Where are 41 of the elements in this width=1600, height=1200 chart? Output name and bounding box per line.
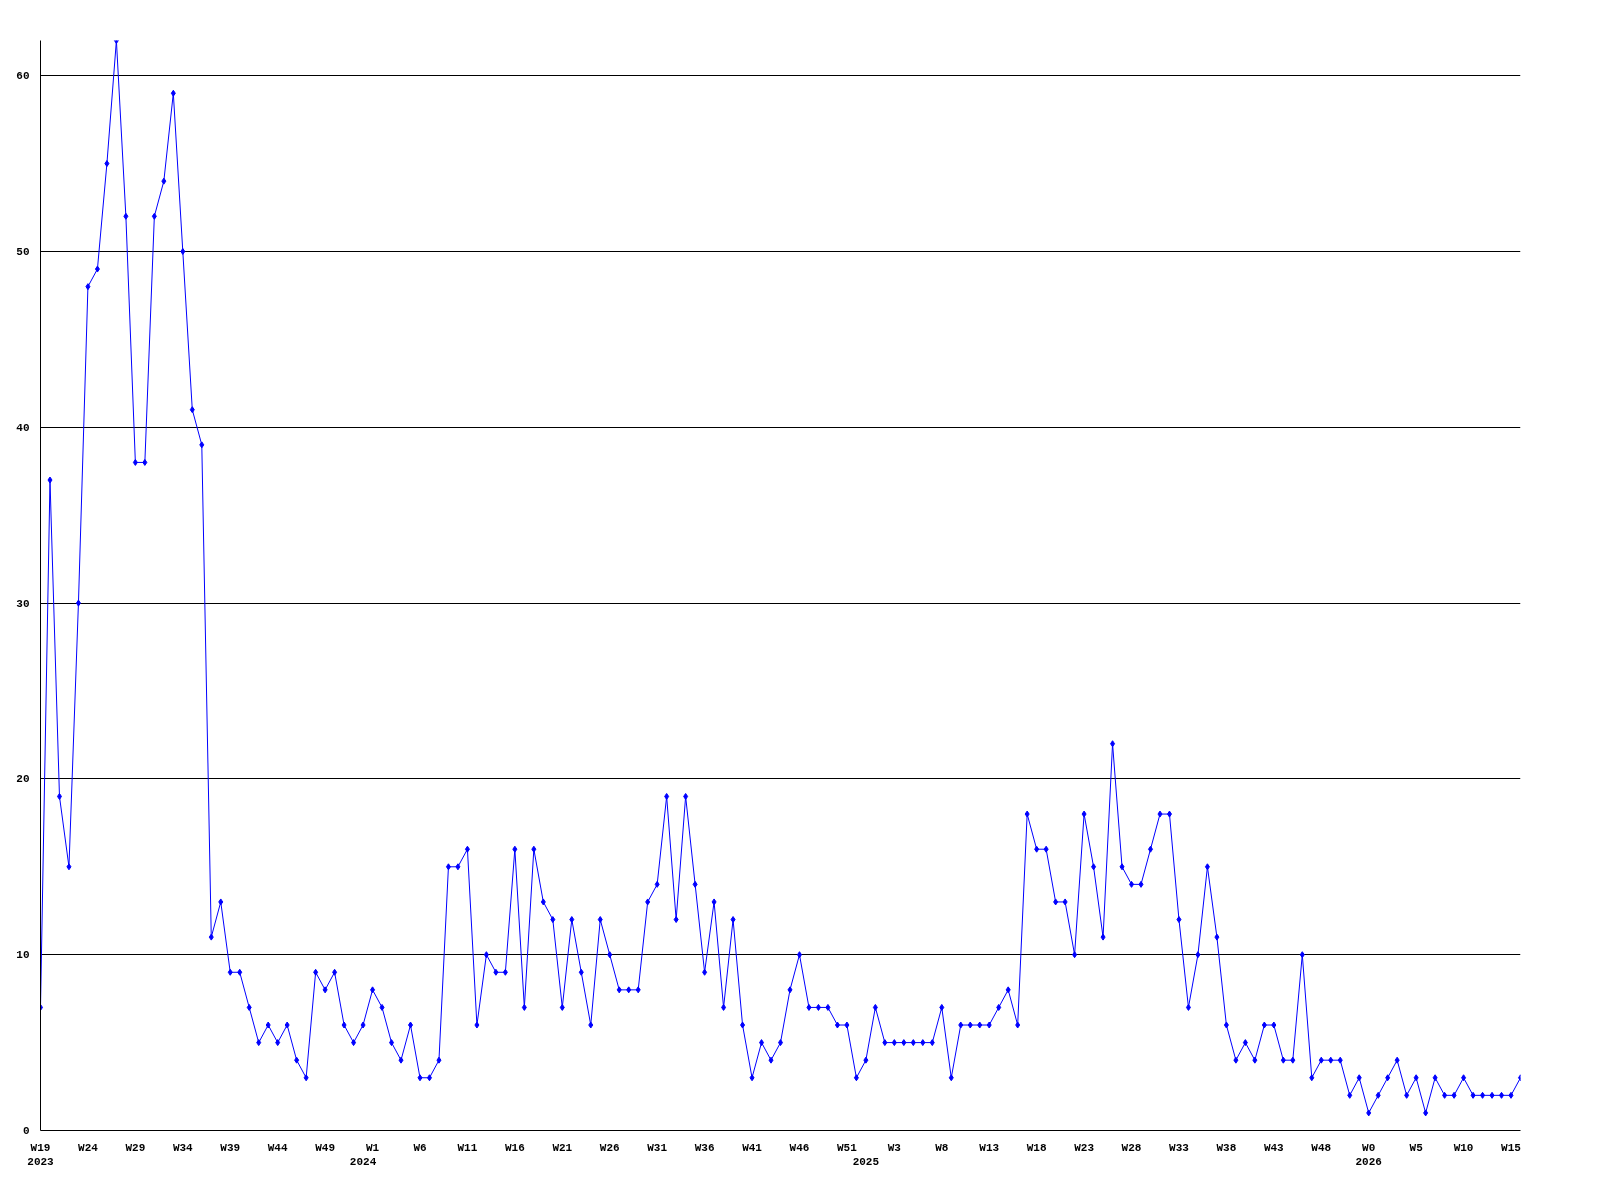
x-tick-label: W41 [742,1141,763,1154]
x-tick-label: W49 [315,1141,336,1154]
x-tick-label: W34 [172,1141,194,1154]
x-tick-label: W46 [789,1141,810,1154]
y-tick-label: 10 [16,949,30,962]
x-tick-label: W15 [1501,1141,1522,1154]
x-tick-label: W10 [1453,1141,1474,1154]
y-tick-label: 0 [22,1125,30,1137]
x-tick-label: W44 [267,1141,288,1154]
x-tick-label: W24 [78,1141,99,1154]
x-tick-label: W5 [1409,1141,1424,1154]
y-tick-label: 40 [16,421,30,434]
x-tick-label: W3 [887,1141,902,1154]
x-tick-label: W19 2023 [27,1141,55,1168]
x-tick-label: W16 [504,1141,525,1154]
y-tick-label: 60 [16,70,30,83]
x-tick-label: W29 [125,1141,146,1154]
x-tick-label: W39 [220,1141,241,1154]
x-tick-label: W21 [552,1141,573,1154]
x-tick-label: W36 [694,1141,715,1154]
x-tick-label: W8 [935,1141,949,1154]
x-tick-label: W51 [837,1141,858,1154]
y-tick-label: 50 [16,245,30,258]
x-tick-label: W43 [1263,1141,1285,1154]
x-tick-label: W13 [979,1141,1000,1154]
x-tick-label: W31 [647,1141,668,1154]
x-tick-label: W23 [1074,1141,1095,1154]
x-tick-label: 2024 [349,1155,377,1168]
x-tick-label: W28 [1121,1141,1142,1154]
x-tick-label: W48 [1311,1141,1332,1154]
y-tick-label: 20 [16,773,30,786]
x-tick-label: W33 [1169,1141,1190,1154]
y-tick-label: 30 [16,597,30,610]
x-tick-label: W38 [1216,1141,1237,1154]
x-tick-label: 2025 [852,1155,880,1168]
x-tick-label: W1 [365,1141,380,1154]
x-tick-label: W11 [457,1141,478,1154]
x-tick-label: W6 [413,1141,427,1154]
x-tick-label: W26 [599,1141,620,1154]
x-tick-label: W0 2026 [1355,1141,1382,1168]
x-tick-label: W18 [1026,1141,1047,1154]
